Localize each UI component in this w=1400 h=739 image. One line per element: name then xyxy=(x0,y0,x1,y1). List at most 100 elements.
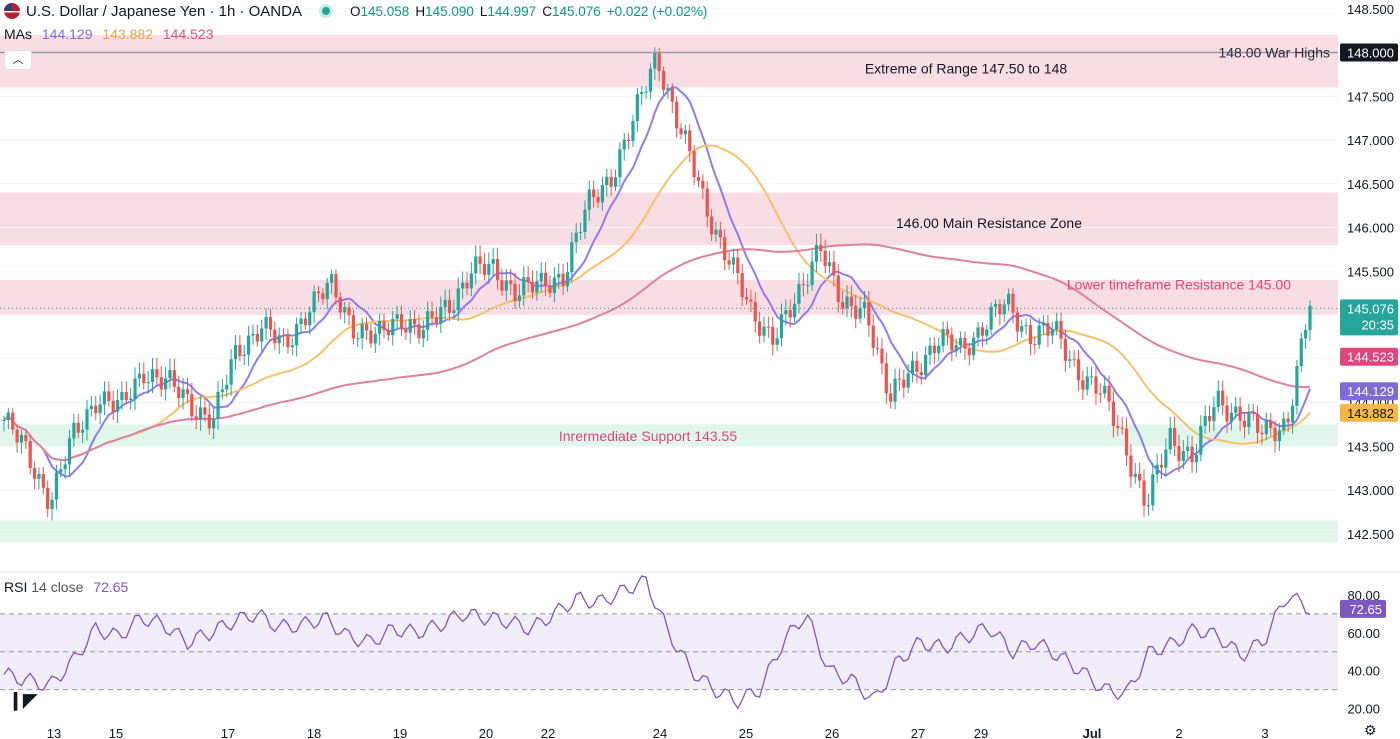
zone-1 xyxy=(0,192,1338,245)
market-status-icon xyxy=(321,7,330,15)
candle-body xyxy=(207,414,211,429)
candle-body xyxy=(203,407,207,415)
candle-body xyxy=(273,329,277,344)
candle-body xyxy=(1190,446,1194,463)
ma-slow-badge-bg xyxy=(1340,347,1398,366)
symbol-title[interactable]: U.S. Dollar / Japanese Yen · 1h · OANDA xyxy=(26,2,302,20)
candle-body xyxy=(884,363,888,394)
current-price-badge-bg xyxy=(1340,299,1398,336)
candle-body xyxy=(395,314,399,319)
collapse-legend-button[interactable]: ︿ xyxy=(4,50,32,70)
candle-body xyxy=(1238,406,1242,421)
candle-body xyxy=(308,312,312,326)
candle-body xyxy=(1181,450,1185,461)
candle-body xyxy=(1111,401,1116,426)
candle-body xyxy=(115,400,120,412)
candle-body xyxy=(1059,321,1063,339)
candle-body xyxy=(150,369,155,383)
candle-body xyxy=(587,189,591,210)
candle-body xyxy=(1255,414,1260,433)
candle-body xyxy=(683,130,687,135)
time-tick-label: 2 xyxy=(1175,726,1182,739)
candle-body xyxy=(1041,322,1046,326)
moving-average-line-0 xyxy=(3,85,1311,478)
candle-body xyxy=(552,277,556,293)
price-tick-label: 148.500 xyxy=(1347,2,1394,17)
candle-body xyxy=(46,487,50,510)
candle-body xyxy=(1050,329,1054,336)
candle-body xyxy=(675,101,679,129)
candle-body xyxy=(373,333,377,344)
candle-body xyxy=(452,310,456,313)
rsi-legend[interactable]: RSI 14 close 72.65 xyxy=(4,579,128,595)
candle-body xyxy=(1247,412,1251,428)
zone-0 xyxy=(0,35,1338,88)
time-tick-label: 3 xyxy=(1261,726,1268,739)
candle-body xyxy=(81,429,85,433)
candle-body xyxy=(513,283,517,302)
candle-body xyxy=(487,263,491,275)
candle-body xyxy=(168,370,172,379)
candle-body xyxy=(644,91,648,93)
candle-body xyxy=(277,335,281,344)
candle-body xyxy=(867,301,871,326)
symbol-header[interactable]: U.S. Dollar / Japanese Yen · 1h · OANDA … xyxy=(4,2,713,20)
rsi-line xyxy=(3,575,1311,710)
candle-body xyxy=(958,337,963,346)
candle-body xyxy=(1124,428,1129,456)
candle-body xyxy=(102,391,107,405)
candle-body xyxy=(1055,321,1059,330)
candle-body xyxy=(1142,480,1146,506)
candle-body xyxy=(142,373,146,384)
candle-body xyxy=(740,273,744,298)
candle-body xyxy=(351,315,356,339)
usd-jpy-flag-icon xyxy=(4,3,20,19)
candle-body xyxy=(1159,464,1164,468)
candle-body xyxy=(190,394,194,417)
axis-layer: 148.500 148.000 147.500 147.000 146.500 146.0… xyxy=(47,2,1398,739)
time-tick-label: 20 xyxy=(479,726,493,739)
rsi-params: 14 close xyxy=(31,579,84,595)
candle-body xyxy=(1225,405,1229,422)
candle-body xyxy=(185,389,190,395)
candle-body xyxy=(264,316,268,329)
candle-body xyxy=(303,318,307,326)
war-highs-badge-bg xyxy=(1340,43,1398,62)
candle-body xyxy=(967,348,971,356)
candle-body xyxy=(932,345,936,354)
candle-body xyxy=(321,293,325,300)
candle-body xyxy=(993,303,998,307)
candle-body xyxy=(779,314,784,339)
price-tick-label: 143.000 xyxy=(1347,483,1394,498)
candle-body xyxy=(11,412,15,430)
candle-body xyxy=(474,256,478,274)
time-tick-label: 22 xyxy=(541,726,555,739)
candle-body xyxy=(557,273,561,278)
candle-body xyxy=(1120,427,1124,429)
time-tick-label: 26 xyxy=(825,726,839,739)
candle-body xyxy=(858,308,862,319)
candle-body xyxy=(1068,359,1072,361)
candle-body xyxy=(1072,359,1076,361)
candle-body xyxy=(1129,455,1133,477)
candle-body xyxy=(535,281,539,293)
candle-body xyxy=(775,338,779,345)
time-tick-label: Jul xyxy=(1083,726,1102,739)
candle-body xyxy=(456,288,460,311)
price-tick-label: 147.500 xyxy=(1347,89,1394,104)
time-tick-label: 27 xyxy=(911,726,925,739)
candle-body xyxy=(1207,415,1212,422)
ma-mid-value: 143.882 xyxy=(102,26,153,42)
gear-icon[interactable]: ⚙ xyxy=(1364,722,1377,738)
tradingview-logo-icon[interactable]: ❙◤ xyxy=(8,690,37,710)
candle-body xyxy=(648,68,653,92)
candle-body xyxy=(810,261,814,286)
candle-body xyxy=(1090,376,1094,378)
candle-body xyxy=(788,310,792,318)
candle-body xyxy=(216,391,220,419)
candle-body xyxy=(478,256,482,265)
candle-body xyxy=(548,286,552,293)
ma-legend[interactable]: MAs 144.129 143.882 144.523 xyxy=(4,26,220,42)
